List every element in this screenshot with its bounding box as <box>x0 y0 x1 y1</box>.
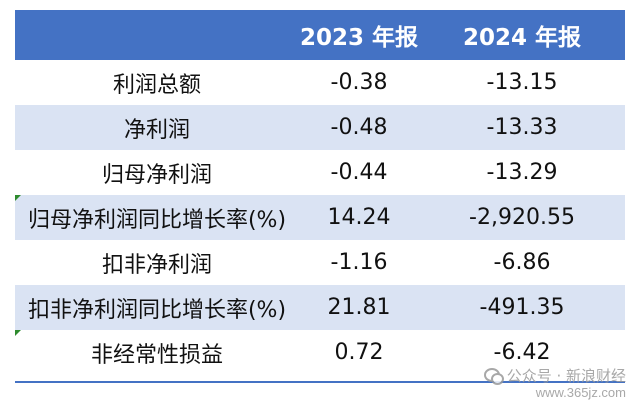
value-2023: 14.24 <box>327 205 391 230</box>
cell-marker-icon <box>15 195 21 201</box>
value-2023: -0.38 <box>330 70 388 95</box>
value-2023: -1.16 <box>330 250 388 275</box>
value-2024: -13.33 <box>486 115 558 140</box>
table-row: 扣非净利润 -1.16 -6.86 <box>15 240 625 285</box>
value-2024: -6.86 <box>493 250 551 275</box>
row-label: 扣非净利润同比增长率(%) <box>27 297 287 323</box>
watermark: 公众号 · 新浪财经 <box>483 365 626 386</box>
table-row: 归母净利润 -0.44 -13.29 <box>15 150 625 195</box>
table-row: 净利润 -0.48 -13.33 <box>15 105 625 150</box>
table-bottom-border <box>15 381 625 383</box>
table-row: 扣非净利润同比增长率(%) 21.81 -491.35 <box>15 285 625 330</box>
value-2023: -0.48 <box>330 115 388 140</box>
cell-marker-icon <box>15 330 21 336</box>
table-row: 归母净利润同比增长率(%) 14.24 -2,920.55 <box>15 195 625 240</box>
value-2024: -6.42 <box>493 340 551 365</box>
value-2024: -2,920.55 <box>469 205 575 230</box>
value-2023: -0.44 <box>330 160 388 185</box>
header-cell-2023: 2023 年报 <box>299 25 419 51</box>
financial-table: 2023 年报 2024 年报 利润总额 -0.38 -13.15 净利润 -0… <box>15 10 625 375</box>
row-label: 归母净利润 <box>101 162 212 188</box>
row-label: 净利润 <box>123 117 190 143</box>
watermark-site: www.365jz.com <box>535 385 626 400</box>
row-label: 非经常性损益 <box>90 342 223 368</box>
value-2023: 21.81 <box>327 295 391 320</box>
table-row: 非经常性损益 0.72 -6.42 <box>15 330 625 375</box>
row-label: 利润总额 <box>112 72 201 98</box>
table-header: 2023 年报 2024 年报 <box>15 10 625 60</box>
value-2024: -491.35 <box>479 295 565 320</box>
value-2023: 0.72 <box>334 340 384 365</box>
watermark-account: 公众号 · 新浪财经 <box>506 367 626 385</box>
header-cell-2024: 2024 年报 <box>462 25 582 51</box>
value-2024: -13.15 <box>486 70 558 95</box>
row-label: 扣非净利润 <box>101 252 212 278</box>
row-label: 归母净利润同比增长率(%) <box>27 207 287 233</box>
wechat-icon <box>483 367 504 385</box>
table-row: 利润总额 -0.38 -13.15 <box>15 60 625 105</box>
value-2024: -13.29 <box>486 160 558 185</box>
